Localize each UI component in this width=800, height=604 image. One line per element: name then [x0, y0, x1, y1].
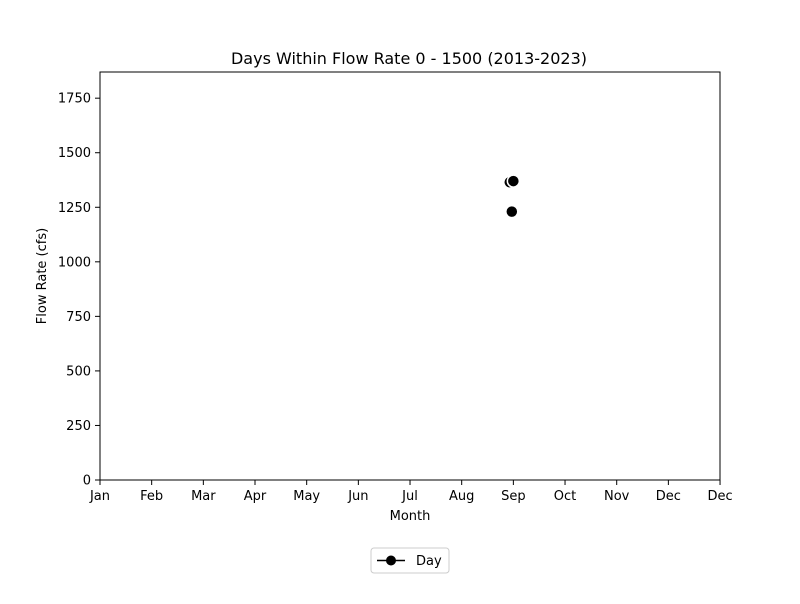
x-tick-label: Nov [604, 489, 630, 504]
data-point [505, 204, 519, 219]
x-tick-label: Feb [140, 489, 163, 504]
y-tick-label: 1500 [58, 146, 91, 161]
x-tick-label: Mar [191, 489, 216, 504]
y-tick-label: 1750 [58, 92, 91, 107]
data-points [502, 174, 521, 219]
y-tick-label: 1250 [58, 201, 91, 216]
x-tick-label: Dec [656, 489, 681, 504]
y-tick-label: 250 [66, 419, 91, 434]
data-point [506, 174, 521, 188]
x-tick-label: Sep [501, 489, 526, 504]
legend-label-day: Day [416, 554, 442, 569]
x-tick-label: Aug [449, 489, 474, 504]
x-tick-label: Jun [347, 489, 368, 504]
x-axis-label: Month [390, 509, 431, 524]
y-tick-label: 1000 [58, 255, 91, 270]
plot-area [99, 71, 721, 481]
legend-box [370, 547, 450, 574]
x-axis-ticks: Jan Feb Mar Apr May Jun Jul Aug Sep Oct Nov Dec Dec [89, 480, 733, 504]
x-tick-label: Apr [244, 489, 267, 504]
y-tick-label: 0 [83, 474, 91, 489]
chart-title: Days Within Flow Rate 0 - 1500 (2013-202… [231, 49, 587, 68]
y-axis-ticks: 0 250 500 750 1000 1250 1500 1750 [58, 92, 100, 489]
x-tick-label: May [293, 489, 320, 504]
y-axis-label: Flow Rate (cfs) [35, 228, 50, 324]
x-tick-label: Jul [401, 489, 418, 504]
legend-marker-icon [386, 555, 396, 566]
y-tick-label: 500 [66, 364, 91, 379]
x-tick-label: Jan [89, 489, 110, 504]
y-tick-label: 750 [66, 310, 91, 325]
x-tick-label: Dec [707, 489, 732, 504]
x-tick-label: Oct [554, 489, 576, 504]
legend: Day [370, 547, 450, 574]
